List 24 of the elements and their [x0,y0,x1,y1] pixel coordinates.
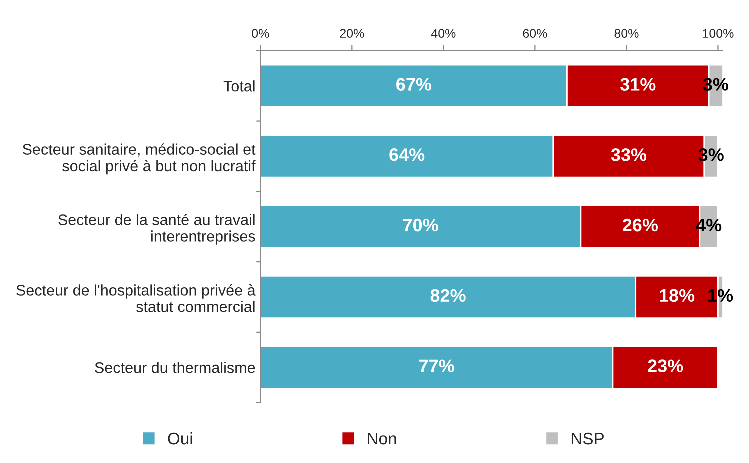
y-tick-label: Total [224,80,255,92]
data-label: 70% [404,218,438,232]
data-label: 64% [390,148,425,162]
x-tick-label: 60% [523,29,548,38]
x-tick-label: 20% [340,29,364,38]
legend-label: Non [368,433,396,445]
data-label: 67% [396,78,432,91]
legend-label: NSP [572,432,604,445]
y-tick-label: Secteur de l'hospitalisation privée à statut commercial [16,284,256,312]
x-tick-label: 0% [252,29,270,38]
data-label: 33% [611,148,647,162]
y-tick-label: Secteur sanitaire, médico-social et social privé à but non lucratif [22,144,256,175]
data-label: 23% [648,360,684,372]
data-label: 82% [430,289,466,302]
x-tick-label: 80% [614,29,639,38]
x-tick-label: 100% [703,29,734,38]
x-tick-label: 40% [431,29,456,38]
legend-label: Oui [168,432,192,445]
data-label: 26% [622,218,658,232]
data-label: 31% [620,78,656,91]
data-label: 77% [420,360,454,372]
y-tick-label: Secteur de la santé au travail interentreprises [58,214,256,245]
data-label: 18% [660,289,695,302]
y-tick-label: Secteur du thermalisme [95,362,256,374]
